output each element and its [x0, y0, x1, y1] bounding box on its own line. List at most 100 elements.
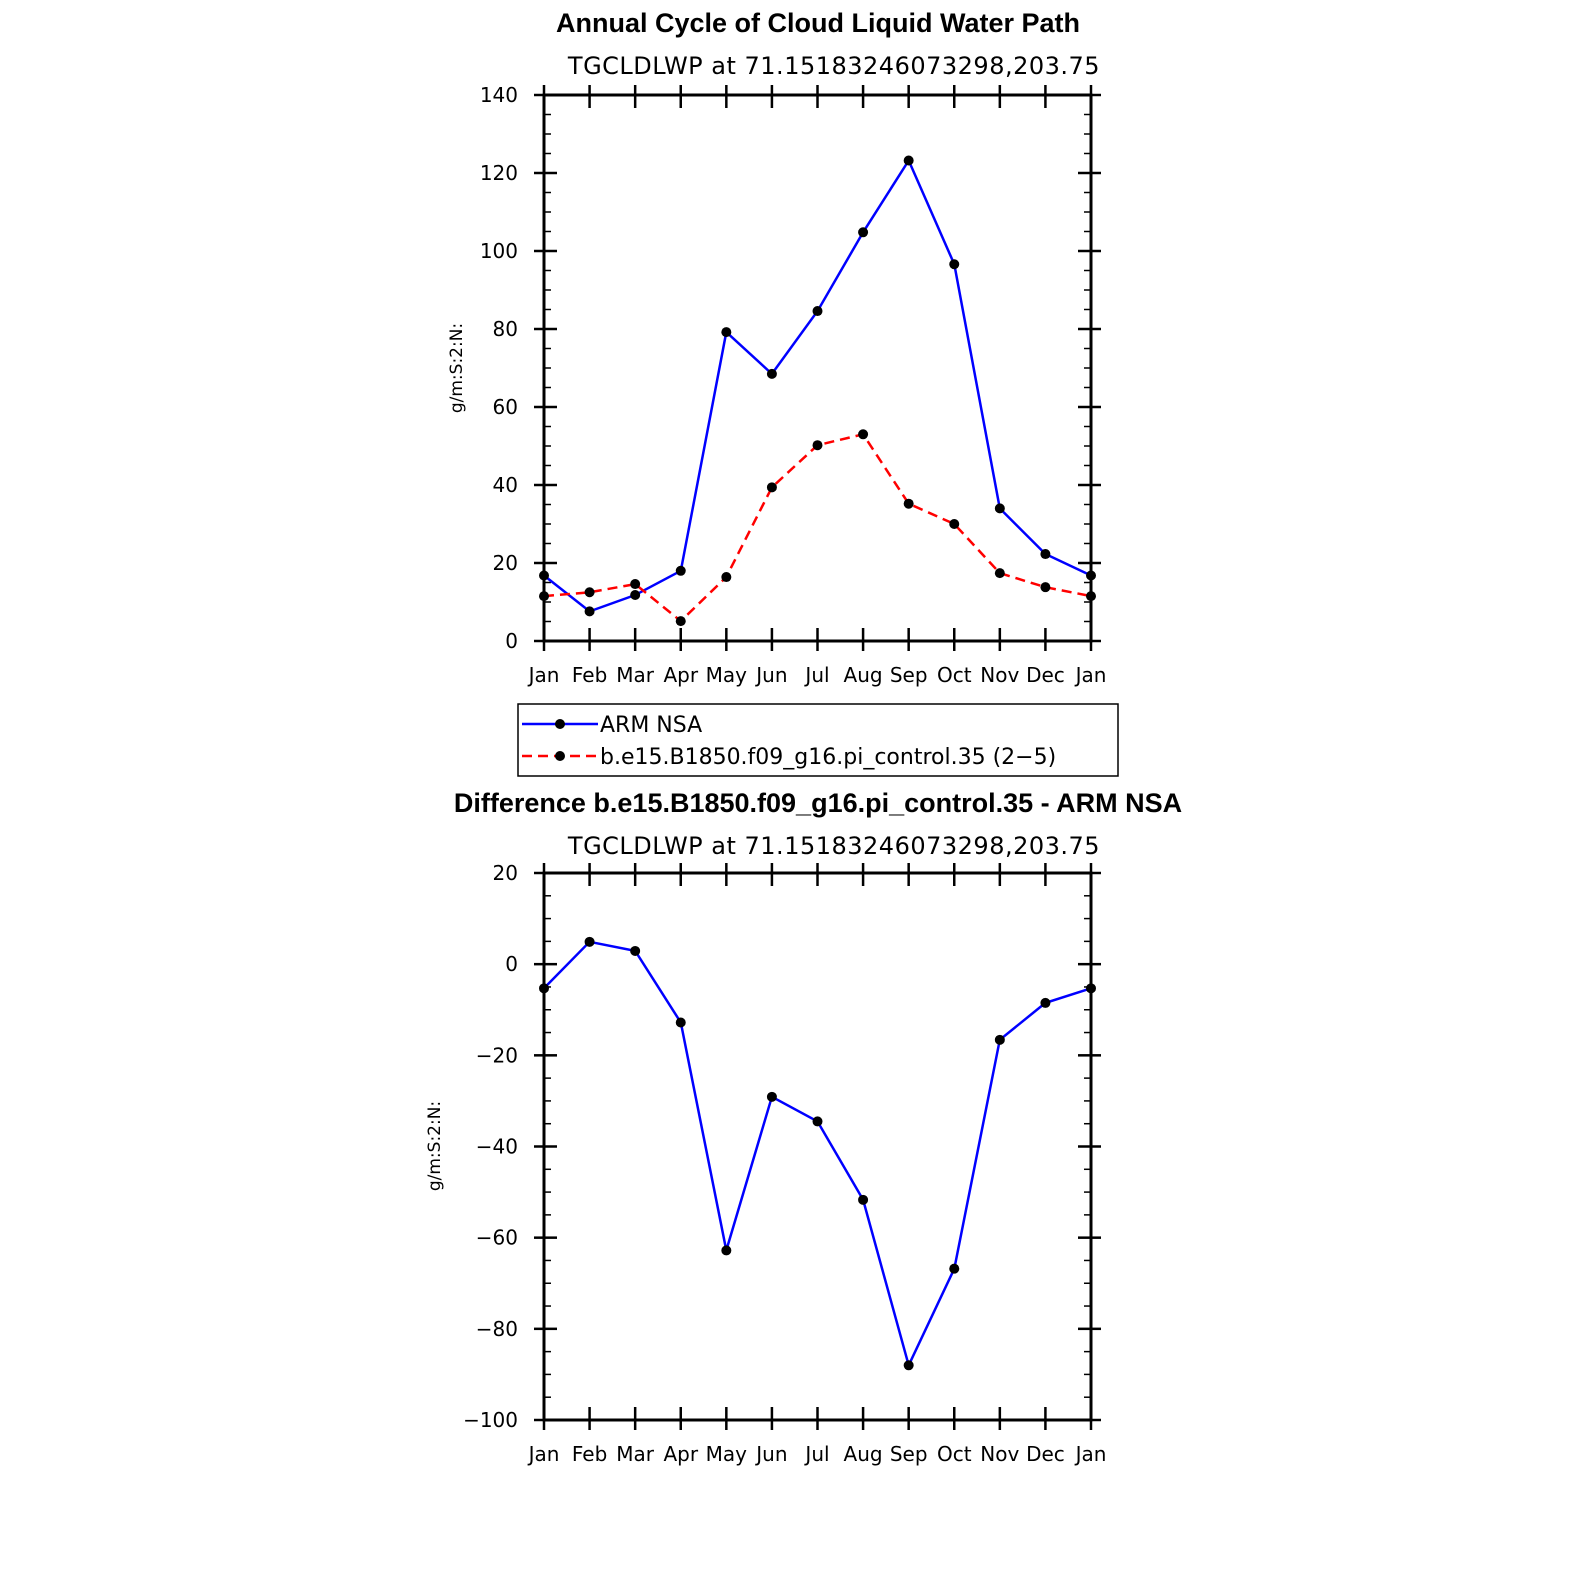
chart-1-x-tick-label: Jul [803, 663, 829, 687]
chart-2-x-tick-label: Sep [890, 1442, 928, 1466]
chart-1-x-tick-label: Jun [754, 663, 787, 687]
chart-2-y-tick-label: 0 [505, 952, 518, 976]
chart-2-y-tick-label: −100 [463, 1408, 518, 1432]
chart-1-x-tick-label: Mar [616, 663, 655, 687]
chart-2-y-tick-label: 20 [493, 861, 518, 885]
chart-2-plot: Jan Feb Mar Apr May Jun Jul Aug Sep Oct Nov Dec Jan−… [463, 861, 1106, 1466]
chart-1-series-0-point [812, 306, 823, 317]
chart-2-series-0-point [721, 1245, 732, 1256]
chart-1-series-1-point [584, 587, 595, 598]
legend: ARM NSA b.e15.B1850.f09_g16.pi_control.3… [517, 703, 1119, 777]
chart-1-series-1-point [766, 482, 777, 493]
chart-1-y-tick-label: 40 [493, 473, 518, 497]
chart-2-x-tick-label: Jul [803, 1442, 829, 1466]
chart-2-x-tick-label: Jan [1074, 1442, 1107, 1466]
chart-2-series-line-0 [543, 940, 1092, 1369]
chart-1-series-1-point [812, 440, 823, 451]
chart-1-series-1-point [949, 519, 960, 529]
chart-2-series-0-point [539, 983, 549, 994]
chart-1-series-1-point [539, 591, 549, 602]
chart-1-series-0-point [858, 227, 869, 238]
chart-2-y-tick-label: −20 [476, 1043, 518, 1067]
chart-1-y-tick-label: 60 [493, 395, 518, 419]
chart-1-ylabel: g/m:S:2:N: [447, 323, 467, 413]
chart-2-x-tick-label: Nov [980, 1442, 1019, 1466]
chart-2-y-tick-label: −80 [476, 1317, 518, 1341]
chart-2-y-tick-label: −60 [476, 1226, 518, 1250]
chart-1-series-0-point [630, 589, 641, 600]
chart-1-y-tick-label: 140 [480, 83, 518, 107]
legend-marker-model [555, 751, 565, 761]
chart-1-series-0-point [766, 368, 777, 379]
chart-2-x-tick-label: Mar [616, 1442, 655, 1466]
chart-2-subtitle: TGCLDLWP at 71.15183246073298,203.75 [567, 832, 1100, 860]
chart-1-x-tick-label: Feb [572, 663, 607, 687]
chart-1-series-1-point [1040, 582, 1051, 593]
chart-1-series-line-1 [543, 432, 1092, 623]
legend-label-arm-nsa: ARM NSA [600, 713, 702, 738]
chart-2-series-0-point [949, 1263, 960, 1274]
chart-1-x-tick-label: Oct [937, 663, 972, 687]
chart-2-x-tick-label: Feb [572, 1442, 607, 1466]
chart-1-x-tick-label: Nov [980, 663, 1019, 687]
chart-1-title: Annual Cycle of Cloud Liquid Water Path [556, 8, 1080, 38]
chart-2-series-0-point [858, 1194, 869, 1205]
chart-1-series-0-point [1086, 570, 1096, 581]
chart-1-series-1-point [630, 579, 641, 590]
chart-1-y-tick-label: 100 [480, 239, 518, 263]
chart-1-frame [542, 93, 1093, 643]
chart-1-series-0-point [721, 327, 732, 338]
chart-2-series-0-point [1040, 997, 1051, 1008]
chart-1-series-0-point [949, 259, 960, 270]
chart-2-title: Difference b.e15.B1850.f09_g16.pi_contro… [454, 788, 1182, 818]
chart-1-series-0-point [994, 503, 1005, 514]
chart-2-series-0-point [903, 1360, 914, 1371]
chart-1-series-1-point [721, 572, 732, 583]
chart-2-x-tick-label: Oct [937, 1442, 972, 1466]
chart-1-series-0-point [584, 606, 595, 617]
chart-2-x-tick-label: Jan [527, 1442, 560, 1466]
chart-1-subtitle: TGCLDLWP at 71.15183246073298,203.75 [567, 52, 1100, 80]
chart-2-series-0-point [675, 1017, 686, 1028]
legend-box [517, 703, 1119, 777]
chart-2-series-0-point [994, 1034, 1005, 1045]
legend-label-model: b.e15.B1850.f09_g16.pi_control.35 (2−5) [600, 745, 1056, 770]
chart-2-series-0-point [584, 936, 595, 947]
chart-1-series-1-point [675, 616, 686, 627]
chart-1-x-tick-label: Sep [890, 663, 928, 687]
chart-1-y-tick-label: 80 [493, 317, 518, 341]
legend-marker-arm-nsa [555, 719, 565, 729]
chart-2-series-0-point [1086, 983, 1096, 994]
chart-1-y-tick-label: 0 [505, 629, 518, 653]
chart-1-series-1-point [1086, 591, 1096, 602]
chart-1-x-tick-label: Aug [844, 663, 883, 687]
chart-2-series-0-point [812, 1116, 823, 1127]
chart-2-ylabel: g/m:S:2:N: [425, 1101, 445, 1191]
chart-1-series-1-point [994, 568, 1005, 579]
chart-2-y-tick-label: −40 [476, 1135, 518, 1159]
chart-2-x-tick-label: May [706, 1442, 748, 1466]
chart-1-series-0-point [903, 155, 914, 166]
chart-2-x-tick-label: Dec [1026, 1442, 1065, 1466]
chart-1-x-tick-label: Jan [527, 663, 560, 687]
chart-2-x-tick-label: Apr [663, 1442, 698, 1466]
chart-1-x-tick-label: Dec [1026, 663, 1065, 687]
chart-1-series-0-point [539, 570, 549, 581]
chart-1-y-tick-label: 20 [493, 551, 518, 575]
chart-2-x-tick-label: Aug [844, 1442, 883, 1466]
chart-2-series-0-point [766, 1091, 777, 1102]
chart-1-series-0-point [675, 565, 686, 576]
chart-1-series-1-point [858, 429, 869, 440]
chart-1-series-1-point [903, 498, 914, 509]
chart-1-series-0-point [1040, 549, 1051, 560]
chart-2-x-tick-label: Jun [754, 1442, 787, 1466]
chart-2-frame [542, 871, 1093, 1422]
chart-1-x-tick-label: Apr [663, 663, 698, 687]
chart-1-series-line-0 [543, 157, 1092, 613]
chart-1-x-tick-label: May [706, 663, 748, 687]
chart-2-series-0-point [630, 945, 641, 956]
chart-1-y-tick-label: 120 [480, 161, 518, 185]
chart-1-plot: Jan Feb Mar Apr May Jun Jul Aug Sep Oct Nov Dec Jan 0… [480, 83, 1107, 687]
chart-1-x-tick-label: Jan [1074, 663, 1107, 687]
